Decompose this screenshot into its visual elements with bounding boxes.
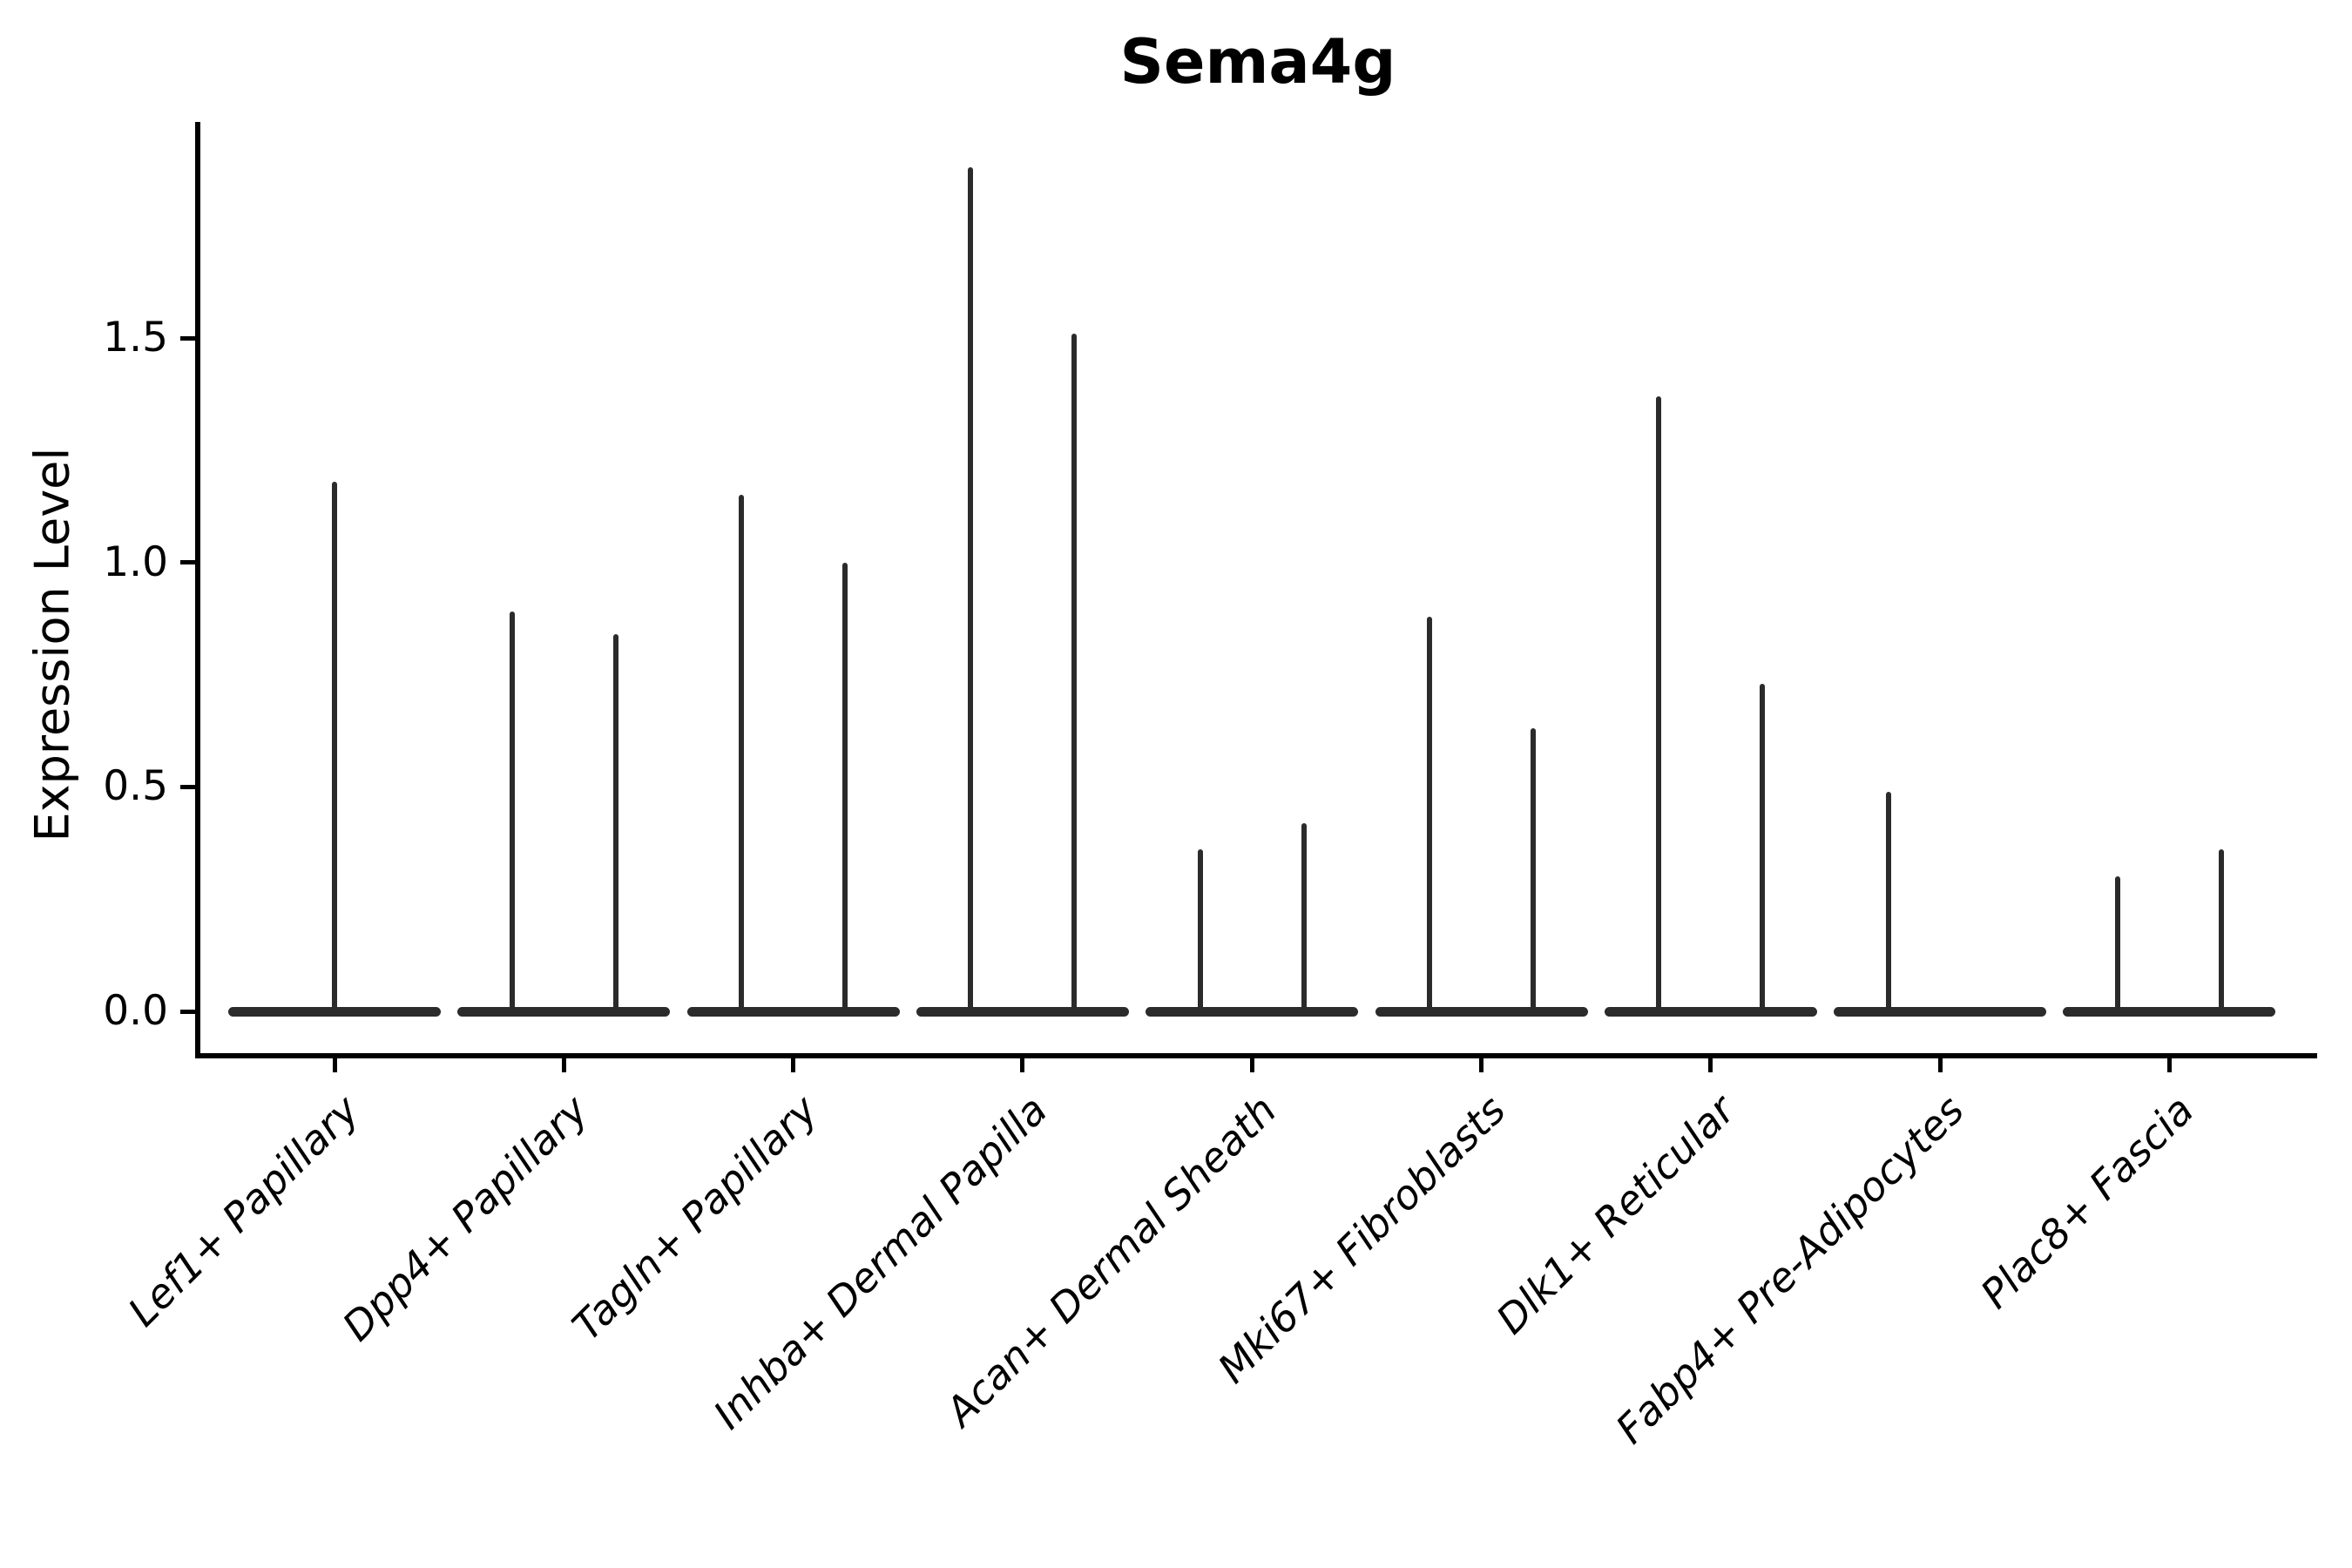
y-axis-spine [195, 122, 200, 1058]
y-axis-tick-label: 0.5 [103, 762, 168, 811]
violin-baseline [1834, 1006, 2047, 1017]
y-axis-tick [180, 335, 198, 341]
violin-spike [1301, 822, 1307, 1017]
violin-baseline [457, 1006, 671, 1017]
x-axis-tick [561, 1058, 566, 1072]
violin-baseline [1375, 1006, 1588, 1017]
violin-spike [968, 167, 974, 1017]
x-axis-spine [195, 1053, 2317, 1058]
violin-spike [1531, 728, 1536, 1017]
violin-spike [842, 562, 848, 1017]
x-axis-category-label: Dpp4+ Papillary [333, 1086, 598, 1350]
x-axis-tick [1249, 1058, 1254, 1072]
x-axis-tick [332, 1058, 337, 1072]
chart-title: Sema4g [1119, 26, 1396, 98]
x-axis-tick [1708, 1058, 1713, 1072]
y-axis-tick [180, 1009, 198, 1014]
y-axis-tick [180, 784, 198, 789]
violin-baseline [916, 1006, 1129, 1017]
violin-baseline [1146, 1006, 1359, 1017]
y-axis-tick-label: 1.5 [103, 314, 168, 362]
x-axis-tick [1937, 1058, 1943, 1072]
violin-spike [1071, 333, 1078, 1017]
violin-spike [1427, 616, 1432, 1017]
x-axis-tick [1020, 1058, 1025, 1072]
violin-spike [509, 612, 515, 1017]
violin-spike [612, 634, 618, 1017]
y-axis-tick [180, 560, 198, 565]
violin-spike [2218, 849, 2224, 1017]
violin-spike [1656, 396, 1662, 1017]
violin-spike [1197, 849, 1203, 1017]
violin-spike [1760, 683, 1766, 1017]
violin-spike [2114, 876, 2120, 1017]
y-axis-tick-label: 1.0 [103, 537, 168, 586]
x-axis-tick [1479, 1058, 1484, 1072]
x-axis-category-label: Tagln+ Papillary [563, 1086, 827, 1350]
x-axis-tick [2166, 1058, 2172, 1072]
violin-spike [739, 495, 745, 1017]
x-axis-tick [791, 1058, 796, 1072]
x-axis-category-label: Dlk1+ Reticular [1487, 1086, 1744, 1343]
x-axis-category-label: Lef1+ Papillary [118, 1086, 368, 1335]
y-axis-tick-label: 0.0 [103, 987, 168, 1035]
violin-spike [1885, 791, 1891, 1017]
violin-baseline [686, 1006, 900, 1017]
violin-baseline [2063, 1006, 2276, 1017]
x-axis-category-label: Plac8+ Fascia [1971, 1086, 2203, 1318]
violin-spike [332, 481, 337, 1017]
violin-baseline [1604, 1006, 1817, 1017]
